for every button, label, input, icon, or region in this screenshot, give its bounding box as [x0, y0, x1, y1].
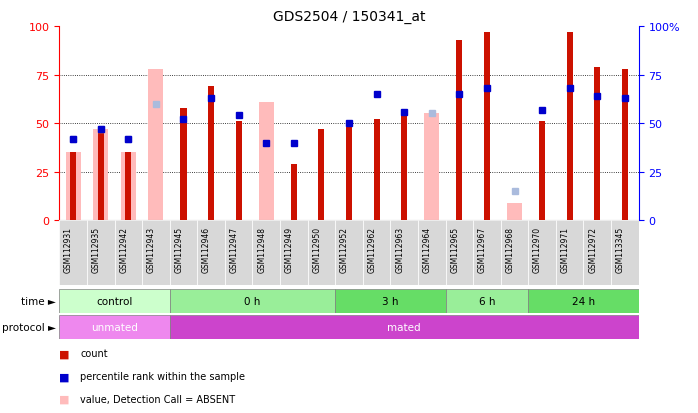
- Bar: [225, 221, 253, 285]
- Bar: [70, 153, 76, 221]
- Bar: [59, 289, 170, 313]
- Bar: [456, 40, 462, 221]
- Text: control: control: [96, 296, 133, 306]
- Bar: [280, 221, 308, 285]
- Text: GSM112946: GSM112946: [202, 226, 211, 272]
- Text: GSM112948: GSM112948: [258, 226, 266, 272]
- Bar: [291, 165, 297, 221]
- Bar: [556, 221, 584, 285]
- Bar: [125, 153, 131, 221]
- Bar: [445, 289, 528, 313]
- Bar: [87, 221, 114, 285]
- Text: GSM112962: GSM112962: [368, 226, 377, 272]
- Bar: [363, 221, 390, 285]
- Bar: [236, 122, 242, 221]
- Text: GSM112950: GSM112950: [313, 226, 321, 272]
- Text: GSM112931: GSM112931: [64, 226, 73, 272]
- Bar: [98, 130, 104, 221]
- Text: GSM112935: GSM112935: [91, 226, 101, 272]
- Text: 24 h: 24 h: [572, 296, 595, 306]
- Text: value, Detection Call = ABSENT: value, Detection Call = ABSENT: [80, 394, 235, 404]
- Bar: [500, 221, 528, 285]
- Bar: [401, 110, 407, 221]
- Bar: [181, 108, 186, 221]
- Text: GSM112952: GSM112952: [340, 226, 349, 272]
- Text: GSM112968: GSM112968: [505, 226, 514, 272]
- Bar: [507, 204, 522, 221]
- Bar: [424, 114, 439, 221]
- Text: percentile rank within the sample: percentile rank within the sample: [80, 371, 245, 381]
- Text: GSM112949: GSM112949: [285, 226, 294, 272]
- Bar: [335, 289, 445, 313]
- Text: GSM112947: GSM112947: [230, 226, 239, 272]
- Bar: [59, 221, 87, 285]
- Text: mated: mated: [387, 322, 421, 332]
- Bar: [418, 221, 445, 285]
- Text: count: count: [80, 349, 108, 358]
- Text: GSM112972: GSM112972: [588, 226, 597, 272]
- Bar: [445, 221, 473, 285]
- Bar: [114, 221, 142, 285]
- Bar: [93, 130, 108, 221]
- Bar: [170, 289, 335, 313]
- Bar: [484, 33, 490, 221]
- Bar: [539, 122, 545, 221]
- Bar: [473, 221, 500, 285]
- Text: GDS2504 / 150341_at: GDS2504 / 150341_at: [273, 10, 425, 24]
- Text: GSM113345: GSM113345: [616, 226, 625, 272]
- Text: 3 h: 3 h: [382, 296, 399, 306]
- Bar: [66, 153, 81, 221]
- Bar: [528, 289, 639, 313]
- Text: protocol ►: protocol ►: [2, 322, 56, 332]
- Bar: [373, 120, 380, 221]
- Bar: [121, 153, 136, 221]
- Text: ■: ■: [59, 394, 70, 404]
- Bar: [567, 33, 573, 221]
- Bar: [622, 69, 628, 221]
- Bar: [259, 102, 274, 221]
- Bar: [59, 315, 170, 339]
- Bar: [611, 221, 639, 285]
- Text: GSM112964: GSM112964: [423, 226, 432, 272]
- Text: 0 h: 0 h: [244, 296, 260, 306]
- Bar: [528, 221, 556, 285]
- Text: GSM112945: GSM112945: [174, 226, 184, 272]
- Bar: [584, 221, 611, 285]
- Bar: [170, 315, 639, 339]
- Text: ■: ■: [59, 371, 70, 381]
- Bar: [253, 221, 280, 285]
- Text: GSM112967: GSM112967: [478, 226, 487, 272]
- Text: GSM112943: GSM112943: [147, 226, 156, 272]
- Bar: [318, 130, 325, 221]
- Bar: [170, 221, 198, 285]
- Bar: [198, 221, 225, 285]
- Bar: [308, 221, 335, 285]
- Bar: [594, 68, 600, 221]
- Text: 6 h: 6 h: [479, 296, 495, 306]
- Text: unmated: unmated: [91, 322, 138, 332]
- Bar: [346, 128, 352, 221]
- Bar: [335, 221, 363, 285]
- Bar: [208, 87, 214, 221]
- Bar: [390, 221, 418, 285]
- Text: time ►: time ►: [21, 296, 56, 306]
- Text: GSM112971: GSM112971: [560, 226, 570, 272]
- Bar: [148, 69, 163, 221]
- Bar: [142, 221, 170, 285]
- Text: ■: ■: [59, 349, 70, 358]
- Text: GSM112965: GSM112965: [450, 226, 459, 272]
- Text: GSM112970: GSM112970: [533, 226, 542, 272]
- Text: GSM112963: GSM112963: [395, 226, 404, 272]
- Text: GSM112942: GSM112942: [119, 226, 128, 272]
